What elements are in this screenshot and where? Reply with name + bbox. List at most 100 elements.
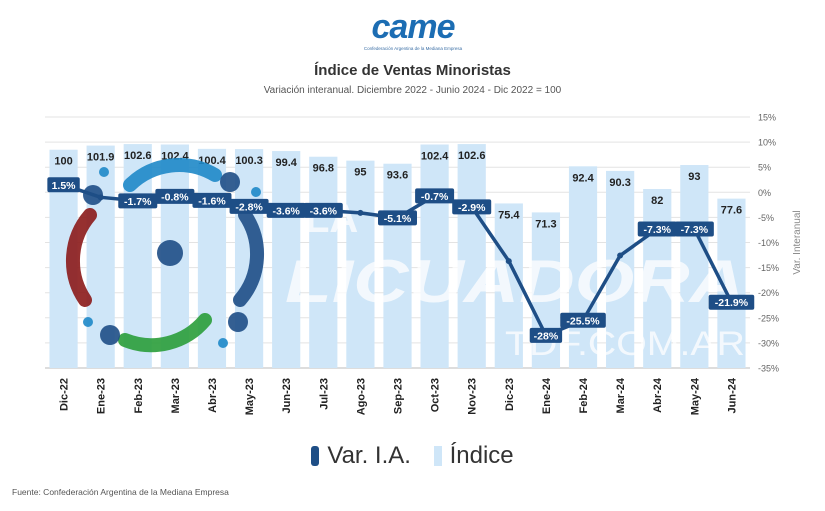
x-tick-label: Ago-23	[355, 378, 367, 415]
bar	[420, 144, 449, 368]
y2-axis: 15% 10% 5% 0% -5% -10% -15% -20% -25% -30% -35% Var…	[758, 113, 803, 374]
swirl-arc	[123, 158, 222, 192]
legend-item-var: Var. I.A.	[327, 442, 411, 469]
y2-tick-label: 5%	[758, 163, 771, 173]
line-label: -1.6%	[198, 195, 226, 207]
y2-axis-title: Var. Interanual	[792, 210, 803, 274]
bar	[457, 144, 486, 368]
y2-tick-label: 15%	[758, 113, 776, 123]
line-label-bg	[192, 192, 232, 208]
line-label: -2.8%	[235, 201, 263, 213]
bar	[272, 151, 301, 368]
line-labels: 1.5%-1.7% -0.8% -1.6%-2.8% -3.6% -3.6%-5.1%-…	[47, 177, 755, 343]
bar	[568, 166, 598, 368]
bar-label: 77.6	[721, 205, 742, 217]
y2-tick-label: -5%	[758, 213, 774, 223]
y2-tick-label: -30%	[758, 338, 779, 348]
bar-label: 102.4	[421, 151, 449, 163]
bar-label: 102.6	[458, 150, 486, 162]
bar-label: 75.4	[498, 209, 520, 221]
x-tick-label: May-24	[689, 377, 701, 415]
y2-tick-label: -25%	[758, 313, 779, 323]
line-label-bg	[637, 221, 677, 237]
line-label: -3.6%	[310, 205, 338, 217]
x-tick-label: Jun-23	[281, 378, 293, 413]
swirl-arc	[118, 313, 212, 353]
x-tick-label: Sep-23	[393, 378, 405, 414]
swirl-dot	[99, 167, 109, 177]
swirl-dot	[83, 317, 93, 327]
y2-tick-label: -10%	[758, 238, 779, 248]
x-tick-label: Feb-24	[578, 377, 590, 413]
line-label: -7.3%	[644, 224, 672, 236]
line-label-bg	[415, 188, 455, 204]
logo-tagline: Confederación Argentina de la Mediana Em…	[363, 46, 463, 51]
swirl-dot	[100, 325, 120, 345]
line-label: -1.7%	[124, 196, 152, 208]
bar-label: 100.3	[235, 155, 263, 167]
legend-bar-swatch	[433, 446, 442, 466]
swirl-arc	[66, 208, 97, 307]
line-label: 1.5%	[52, 180, 77, 192]
watermark-line2: LICUADORA	[285, 248, 745, 315]
y2-tick-label: -35%	[758, 364, 779, 374]
line-label-bg	[560, 312, 606, 328]
line-label: -2.9%	[458, 202, 486, 214]
x-tick-label: Jul-23	[318, 378, 330, 410]
swirl-dot	[228, 312, 248, 332]
line-label-bg	[674, 221, 714, 237]
bar-label: 96.8	[313, 163, 334, 175]
swirl-dot	[157, 240, 183, 266]
line-label-bg	[452, 199, 492, 215]
bar-label: 93.6	[387, 170, 408, 182]
swirl-dot	[220, 172, 240, 192]
bar-label: 99.4	[275, 157, 297, 169]
line-label-bg	[529, 327, 563, 343]
var-point	[357, 209, 364, 216]
bar-label: 101.9	[87, 152, 115, 164]
bar	[643, 189, 672, 368]
legend: Var. I.A. Índice	[0, 442, 825, 470]
x-tick-label: Oct-23	[430, 378, 442, 412]
x-tick-label: May-23	[244, 378, 256, 415]
bar-label: 92.4	[572, 172, 594, 184]
bar-label: 71.3	[535, 218, 556, 230]
bar	[494, 203, 523, 368]
line-label-bg	[229, 198, 269, 214]
bar	[680, 165, 709, 368]
chart-title: Índice de Ventas Minoristas	[314, 62, 511, 79]
x-tick-label: Dic-23	[504, 378, 516, 411]
x-tick-label: Nov-23	[467, 378, 479, 415]
bar-label: 100	[54, 156, 72, 168]
x-tick-label: Feb-23	[133, 378, 145, 413]
x-tick-label: Mar-24	[615, 377, 627, 413]
chart-subtitle: Variación interanual. Diciembre 2022 - J…	[263, 85, 562, 96]
line-label-bg	[378, 210, 417, 226]
x-axis: Dic-22 Ene-23 Feb-23 Mar-23 Abr-23 May-23 Jun-…	[59, 377, 739, 415]
bar-label: 102.6	[124, 150, 152, 162]
x-tick-label: Dic-22	[59, 378, 71, 411]
bar-labels: 100 101.9 102.6 102.4 100.4 100.3 99.4 96.8 95 93…	[54, 150, 742, 230]
x-tick-label: Jun-24	[726, 377, 738, 413]
var-point	[505, 258, 512, 265]
swirl-dot	[218, 338, 228, 348]
line-label: -21.9%	[715, 297, 749, 309]
swirl-dot	[251, 187, 261, 197]
var-point	[617, 252, 624, 259]
bar	[383, 163, 412, 368]
bar	[346, 160, 375, 368]
source-note: Fuente: Confederación Argentina de la Me…	[12, 487, 229, 497]
var-point	[97, 194, 104, 201]
bar-label: 82	[651, 195, 663, 207]
swirl-arc	[233, 208, 264, 307]
x-tick-label: Ene-24	[541, 377, 553, 414]
x-tick-label: Ene-23	[96, 378, 108, 414]
line-label: -3.6%	[272, 205, 300, 217]
bar-label: 93	[688, 171, 700, 183]
bar	[309, 156, 338, 368]
line-label-bg	[303, 202, 343, 218]
line-label-bg	[47, 177, 80, 193]
line-label-bg	[118, 193, 158, 209]
